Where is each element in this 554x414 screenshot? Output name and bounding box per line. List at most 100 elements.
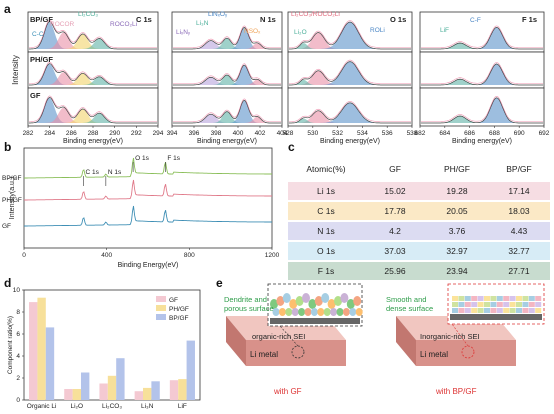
sei-grain	[270, 299, 278, 309]
xps-frame	[419, 87, 545, 127]
survey-peak-label: C 1s	[86, 169, 100, 176]
table-header-cell: Atomic(%)	[306, 164, 346, 174]
bar	[169, 380, 179, 400]
sei-block	[490, 308, 497, 313]
table-row: Li 1s 15.02 19.28 17.14	[288, 182, 550, 200]
sei-grain	[355, 308, 363, 316]
left-sei-label: organic-rich SEI	[252, 332, 305, 341]
sei-grain	[317, 308, 325, 316]
xps-fit	[421, 95, 543, 122]
sei-block	[452, 308, 458, 313]
left-title: porous surface	[224, 304, 274, 313]
sei-grain	[314, 296, 323, 306]
xps-peak	[173, 75, 281, 85]
sei-block	[503, 296, 510, 301]
inset-substrate	[450, 314, 542, 320]
panel-label-e: e	[216, 276, 223, 290]
bar-category-label: Li₂CO₃	[102, 403, 122, 410]
sei-grain	[340, 293, 349, 303]
xps-fit	[289, 100, 411, 122]
legend-swatch	[156, 305, 166, 311]
zoom-line	[279, 325, 299, 347]
xps-subpanel	[171, 11, 283, 128]
slab-front	[246, 340, 346, 366]
xps-peak	[421, 116, 543, 123]
table-cell: C 1s	[317, 206, 335, 216]
xps-fit	[29, 95, 157, 122]
annotation: ROCOR	[50, 21, 75, 28]
xps-fit	[29, 61, 157, 84]
inset-substrate	[270, 318, 360, 324]
bar-ytick-label: 0	[16, 397, 20, 404]
xps-peak	[173, 43, 281, 49]
sei-grain	[278, 308, 286, 316]
sei-grain	[304, 308, 312, 316]
xps-xlabel: Binding energy(eV)	[452, 138, 512, 145]
sei-grain	[282, 293, 291, 303]
xps-peak	[29, 107, 157, 123]
sei-grain	[334, 296, 342, 306]
bar-ytick-label: 4	[16, 353, 20, 360]
sei-block	[503, 308, 510, 313]
xps-tick-label: 528	[283, 130, 294, 137]
xps-tick-label: 284	[44, 130, 55, 137]
table-cell: 18.03	[508, 206, 530, 216]
sei-block	[535, 296, 542, 301]
annotation: Li₂CO₃	[78, 11, 98, 18]
survey-series-label: BP/GF	[2, 175, 22, 182]
xps-element-label: C 1s	[136, 15, 152, 24]
bar	[99, 383, 108, 400]
bar	[143, 387, 152, 400]
sei-grain	[336, 308, 344, 316]
left-li-slab	[226, 316, 346, 366]
bar	[72, 389, 81, 400]
sei-block	[477, 302, 484, 307]
xps-tick-label: 288	[88, 130, 99, 137]
sei-block	[484, 296, 490, 301]
survey-line	[24, 205, 272, 227]
xps-envelope	[173, 64, 281, 86]
sei-block	[496, 296, 503, 301]
survey-peak-label: F 1s	[167, 155, 180, 162]
table-cell: 15.02	[384, 186, 406, 196]
right-caption: with BP/GF	[435, 387, 477, 396]
survey-series-label: PH/GF	[2, 197, 22, 204]
survey-tick-label: 400	[101, 252, 112, 259]
sei-block	[490, 296, 497, 301]
xps-envelope	[421, 27, 543, 50]
survey-frame	[23, 147, 273, 249]
legend-swatch	[156, 296, 166, 302]
bar	[178, 379, 187, 400]
sei-grain	[289, 299, 298, 309]
sei-block	[516, 308, 522, 313]
xps-tick-label: 686	[464, 130, 475, 137]
sei-block	[528, 308, 535, 313]
survey-tick-label: 0	[22, 252, 26, 259]
bar-ytick-label: 10	[13, 287, 21, 294]
xps-tick-label: 536	[382, 130, 393, 137]
xps-row-label: GF	[30, 91, 41, 100]
right-metal-label: Li metal	[420, 350, 448, 359]
xps-peak	[289, 32, 411, 49]
table-row: N 1s 4.2 3.76 4.43	[288, 222, 550, 240]
sei-grain	[302, 293, 310, 303]
xps-xlabel: Binding energy(eV)	[197, 138, 257, 145]
bar	[186, 340, 195, 400]
xps-element-label: F 1s	[522, 15, 537, 24]
bar-category-label: Li₂O	[70, 403, 83, 410]
xps-peak	[421, 43, 543, 49]
bar-ytick-label: 8	[16, 309, 20, 316]
sei-block	[471, 308, 478, 313]
sei-block	[522, 302, 529, 307]
legend-label: BP/GF	[169, 315, 189, 322]
xps-fit	[173, 25, 281, 48]
xps-peak	[289, 43, 411, 49]
table-cell: 32.97	[446, 246, 468, 256]
survey-panel	[23, 147, 273, 250]
survey-ylabel: Intensity(a.u.)	[9, 177, 16, 219]
sei-grain	[330, 308, 338, 316]
table-cell: 37.03	[384, 246, 406, 256]
right-title: Smooth and	[386, 295, 426, 304]
bar-ytick-label: 2	[16, 375, 20, 382]
xps-xlabel: Binding energy(eV)	[320, 138, 380, 145]
